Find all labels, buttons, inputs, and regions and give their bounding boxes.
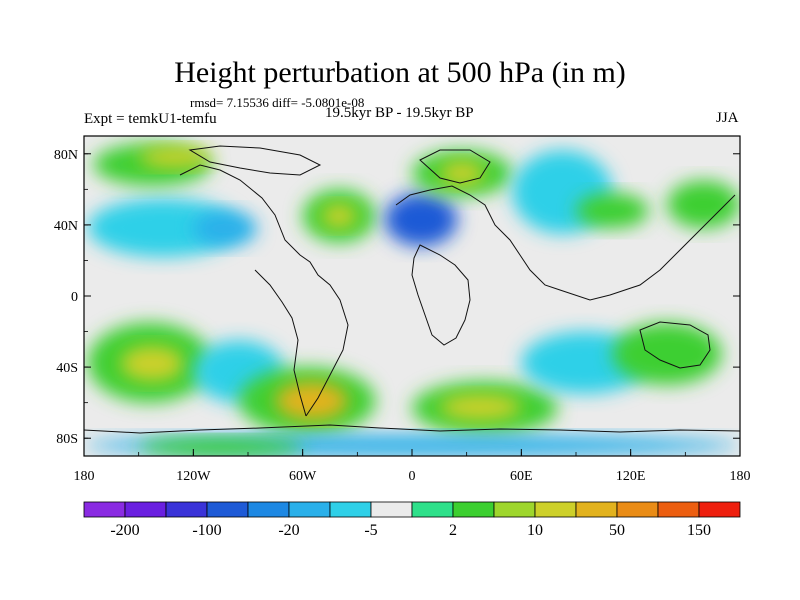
coastline-segment	[639, 321, 711, 369]
plot-background	[84, 136, 740, 456]
x-tick-label: 0	[409, 469, 416, 484]
colorbar-swatch	[206, 501, 249, 518]
colorbar-swatch	[657, 501, 700, 518]
field-region-europe-blue	[384, 192, 458, 247]
field-region-antarctic-green	[138, 438, 303, 456]
chart-title: Height perturbation at 500 hPa (in m)	[174, 56, 626, 89]
coastline-segment	[254, 269, 307, 417]
x-tick-label: 120E	[616, 469, 646, 484]
field-region-south-indian-yellow	[439, 393, 522, 421]
colorbar-swatch	[329, 501, 372, 518]
coastline-segment	[419, 149, 491, 184]
coastline-segment	[411, 244, 471, 346]
colorbar-swatch	[165, 501, 208, 518]
x-axis: 180 120W 60W 0 60E 120E 180	[74, 449, 751, 484]
field-region-pacific-green-ne	[667, 180, 740, 229]
colorbar-swatch	[124, 501, 167, 518]
coastline-segment	[84, 424, 740, 434]
colorbar-swatch	[288, 501, 331, 518]
colorbar-swatch	[616, 501, 659, 518]
x-tick-label: 180	[730, 469, 751, 484]
field-region-australia-green	[612, 322, 722, 385]
y-tick-label: 0	[71, 290, 78, 305]
colorbar-label: 10	[527, 522, 543, 539]
y-tick-label: 80S	[56, 432, 78, 447]
colorbar-label: 2	[449, 522, 457, 539]
rmsd-diff-label: rmsd= 7.15536 diff= -5.0801e-08	[190, 95, 365, 110]
colorbar-label: 150	[687, 522, 711, 539]
colorbar-swatch	[698, 501, 741, 518]
coastline-segment	[188, 145, 322, 176]
colorbar-label: -200	[110, 522, 139, 539]
x-tick-label: 60W	[289, 469, 317, 484]
field-region-north-america-cyan	[193, 210, 258, 247]
coastline-segment	[395, 185, 736, 301]
y-tick-label: 80N	[54, 148, 78, 163]
colorbar-swatch	[370, 501, 413, 518]
colorbar-swatch	[493, 501, 536, 518]
field-region-south-pacific-yellow	[120, 345, 185, 382]
x-tick-label: 180	[74, 469, 95, 484]
field-region-south-atlantic-yellow	[275, 381, 349, 421]
season-label: JJA	[716, 110, 739, 126]
coastline-segment	[179, 164, 349, 417]
field-region-east-asia-green	[576, 192, 649, 229]
colorbar-label: -5	[364, 522, 377, 539]
colorbar-swatch	[411, 501, 454, 518]
experiment-label: Expt = temkU1-temfu	[84, 111, 217, 127]
field-region-north-pacific-cyan	[87, 198, 239, 257]
field-region-north-atlantic-yellow	[320, 203, 358, 229]
x-tick-label: 120W	[176, 469, 211, 484]
colorbar-swatch	[452, 501, 495, 518]
period-label: 19.5kyr BP - 19.5kyr BP	[325, 105, 474, 121]
colorbar-swatch	[534, 501, 577, 518]
colorbar-swatch	[247, 501, 290, 518]
colorbar-swatch	[575, 501, 618, 518]
colorbar-label: 50	[609, 522, 625, 539]
contour-field	[84, 143, 740, 456]
colorbar-label: -100	[192, 522, 221, 539]
coastlines	[84, 145, 740, 434]
colorbar-swatch	[83, 501, 126, 518]
colorbar: -200 -100 -20 -5 2 10 50 150	[83, 501, 741, 539]
y-tick-label: 40N	[54, 219, 78, 234]
x-tick-label: 60E	[510, 469, 533, 484]
colorbar-label: -20	[278, 522, 299, 539]
y-axis: 80N 40N 0 40S 80S	[54, 148, 740, 447]
y-tick-label: 40S	[56, 361, 78, 376]
